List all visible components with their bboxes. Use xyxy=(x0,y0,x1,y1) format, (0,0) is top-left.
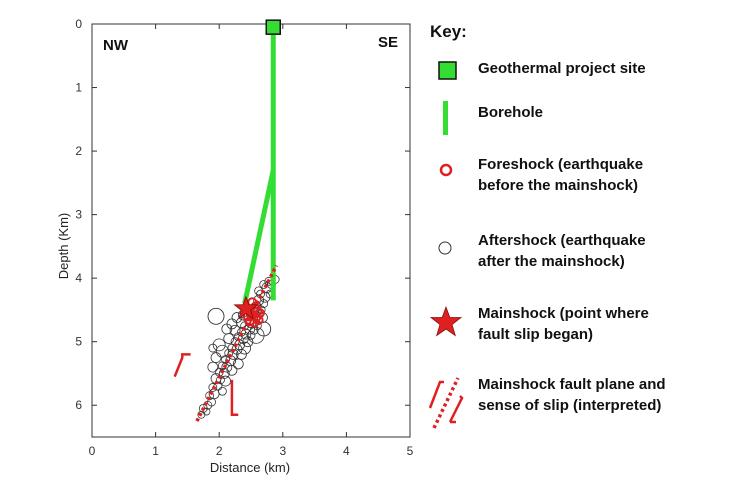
geothermal-site-marker xyxy=(265,19,282,35)
green-square-icon xyxy=(438,61,457,80)
y-tick-label: 2 xyxy=(75,144,82,158)
mainshock-star xyxy=(233,295,259,320)
fault-slip-icon xyxy=(428,377,464,429)
aftershock-point xyxy=(220,375,231,387)
aftershock-point xyxy=(197,410,206,419)
aftershock-point xyxy=(247,326,265,344)
x-tick-label: 5 xyxy=(407,444,414,458)
y-tick-label: 5 xyxy=(75,335,82,349)
aftershock-point xyxy=(246,330,256,340)
x-tick-label: 0 xyxy=(89,444,96,458)
y-tick-label: 1 xyxy=(75,81,82,95)
red-star-icon xyxy=(429,305,463,337)
aftershock-point xyxy=(203,400,213,410)
y-tick-label: 6 xyxy=(75,398,82,412)
aftershock-point xyxy=(208,343,218,353)
se-label: SE xyxy=(378,34,398,51)
green-bar-icon xyxy=(443,101,448,135)
legend-label-fault: Mainshock fault plane and sense of slip … xyxy=(478,376,666,414)
aftershock-point xyxy=(229,324,241,336)
legend-label-aftershock: Aftershock (earthquake after the mainsho… xyxy=(478,232,646,270)
slip-arrow xyxy=(230,379,239,417)
legend-label-foreshock: Foreshock (earthquake before the mainsho… xyxy=(478,156,644,194)
aftershock-point-large xyxy=(207,307,225,325)
aftershock-point xyxy=(212,338,226,352)
x-tick-label: 2 xyxy=(216,444,223,458)
aftershock-point-large xyxy=(256,321,272,337)
aftershock-point xyxy=(210,352,222,363)
fault-plane-line xyxy=(195,264,278,422)
aftershock-point xyxy=(232,358,244,370)
aftershock-point xyxy=(238,341,252,355)
aftershock-point xyxy=(208,383,218,392)
open-circle-icon xyxy=(438,241,452,255)
y-axis-title: Depth (Km) xyxy=(56,213,71,279)
chart-marks xyxy=(173,19,282,422)
aftershock-point xyxy=(259,280,269,289)
aftershock-point xyxy=(237,327,246,337)
y-tick-label: 3 xyxy=(75,208,82,222)
legend-label-site: Geothermal project site xyxy=(478,60,646,77)
red-circle-icon xyxy=(439,163,453,177)
legend-label-borehole: Borehole xyxy=(478,104,544,121)
slip-arrow xyxy=(173,353,191,378)
aftershock-point xyxy=(226,364,238,376)
foreshock-point xyxy=(244,316,255,327)
nw-label: NW xyxy=(103,37,129,54)
legend-title: Key: xyxy=(430,22,467,41)
plot-frame xyxy=(91,23,411,438)
aftershock-point xyxy=(217,386,227,396)
legend-label-mainshock: Mainshock (point where fault slip began) xyxy=(478,305,649,343)
x-axis-title: Distance (km) xyxy=(210,460,290,475)
aftershock-point xyxy=(207,361,219,373)
aftershock-point xyxy=(231,312,243,323)
borehole-line xyxy=(242,169,276,305)
aftershock-point xyxy=(198,404,208,413)
aftershock-point xyxy=(236,348,247,360)
x-tick-label: 3 xyxy=(279,444,286,458)
y-tick-label: 0 xyxy=(75,17,82,31)
aftershock-point xyxy=(215,344,229,358)
depth-distance-chart: 0 1 2 3 4 5 0 1 2 3 4 5 6 NW SE Distance (km) Depth … xyxy=(56,17,414,475)
axes: 0 1 2 3 4 5 0 1 2 3 4 5 6 xyxy=(75,17,413,458)
foreshock-point xyxy=(253,315,264,326)
x-tick-label: 4 xyxy=(343,444,350,458)
y-tick-label: 4 xyxy=(75,271,82,285)
x-tick-label: 1 xyxy=(152,444,159,458)
